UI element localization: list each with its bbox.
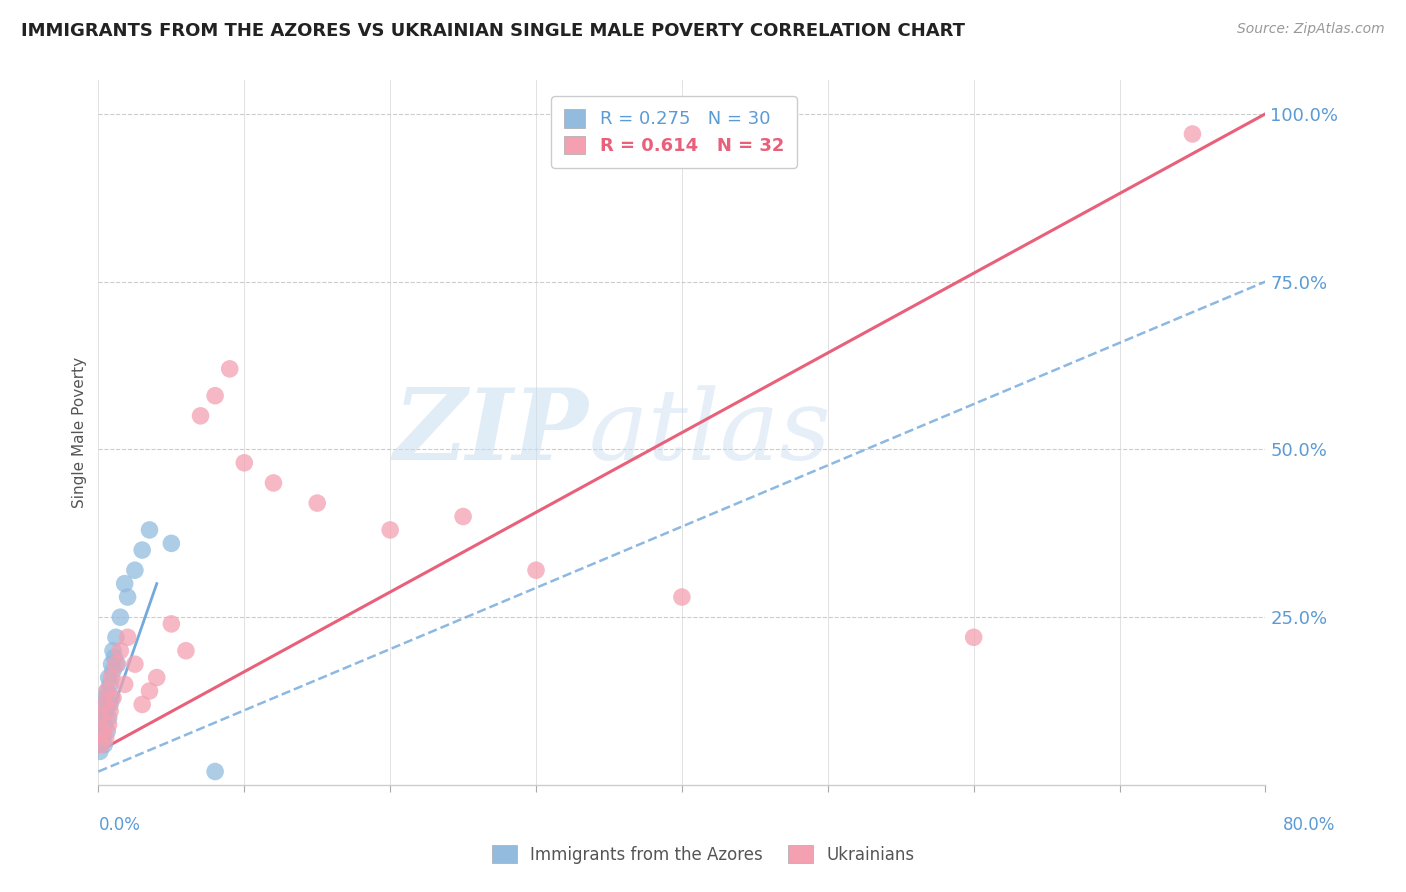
Point xyxy=(233,456,256,470)
Point xyxy=(93,717,115,731)
Point xyxy=(138,523,160,537)
Point xyxy=(98,677,121,691)
Text: IMMIGRANTS FROM THE AZORES VS UKRAINIAN SINGLE MALE POVERTY CORRELATION CHART: IMMIGRANTS FROM THE AZORES VS UKRAINIAN … xyxy=(21,22,965,40)
Point xyxy=(204,389,226,403)
Point xyxy=(451,509,474,524)
Point xyxy=(117,630,139,644)
Point xyxy=(97,671,120,685)
Point xyxy=(96,684,118,698)
Point xyxy=(91,698,114,712)
Point xyxy=(110,644,132,658)
Point xyxy=(124,657,146,672)
Point xyxy=(101,644,124,658)
Text: 80.0%: 80.0% xyxy=(1284,816,1336,834)
Point xyxy=(98,698,121,712)
Point xyxy=(90,738,112,752)
Legend: R = 0.275   N = 30, R = 0.614   N = 32: R = 0.275 N = 30, R = 0.614 N = 32 xyxy=(551,96,797,168)
Point xyxy=(131,698,153,712)
Point xyxy=(146,671,169,685)
Point xyxy=(160,536,183,550)
Point xyxy=(91,724,114,739)
Text: atlas: atlas xyxy=(589,385,831,480)
Point xyxy=(104,630,127,644)
Point xyxy=(97,717,120,731)
Point xyxy=(671,590,693,604)
Point xyxy=(101,664,124,678)
Point xyxy=(962,630,984,644)
Point xyxy=(91,731,114,745)
Point xyxy=(204,764,226,779)
Point xyxy=(124,563,146,577)
Point xyxy=(100,690,122,705)
Point xyxy=(93,698,115,712)
Point xyxy=(90,724,112,739)
Point xyxy=(100,657,122,672)
Point xyxy=(117,590,139,604)
Point xyxy=(103,650,125,665)
Text: ZIP: ZIP xyxy=(394,384,589,481)
Y-axis label: Single Male Poverty: Single Male Poverty xyxy=(72,357,87,508)
Point xyxy=(104,657,127,672)
Point xyxy=(114,677,136,691)
Point xyxy=(1181,127,1204,141)
Point xyxy=(131,543,153,558)
Point xyxy=(94,690,117,705)
Point xyxy=(97,711,120,725)
Point xyxy=(96,684,118,698)
Point xyxy=(307,496,329,510)
Point xyxy=(94,704,117,718)
Point xyxy=(174,644,197,658)
Point xyxy=(105,657,128,672)
Point xyxy=(93,738,115,752)
Point xyxy=(89,711,111,725)
Point xyxy=(524,563,547,577)
Point xyxy=(98,704,121,718)
Point xyxy=(89,744,111,758)
Point xyxy=(110,610,132,624)
Point xyxy=(262,475,284,490)
Point xyxy=(114,576,136,591)
Point xyxy=(380,523,402,537)
Point xyxy=(101,690,124,705)
Point xyxy=(190,409,212,423)
Point xyxy=(90,711,112,725)
Text: Source: ZipAtlas.com: Source: ZipAtlas.com xyxy=(1237,22,1385,37)
Point xyxy=(100,671,122,685)
Point xyxy=(94,731,117,745)
Point xyxy=(160,616,183,631)
Point xyxy=(218,362,240,376)
Point xyxy=(138,684,160,698)
Text: 0.0%: 0.0% xyxy=(98,816,141,834)
Legend: Immigrants from the Azores, Ukrainians: Immigrants from the Azores, Ukrainians xyxy=(485,838,921,871)
Point xyxy=(96,724,118,739)
